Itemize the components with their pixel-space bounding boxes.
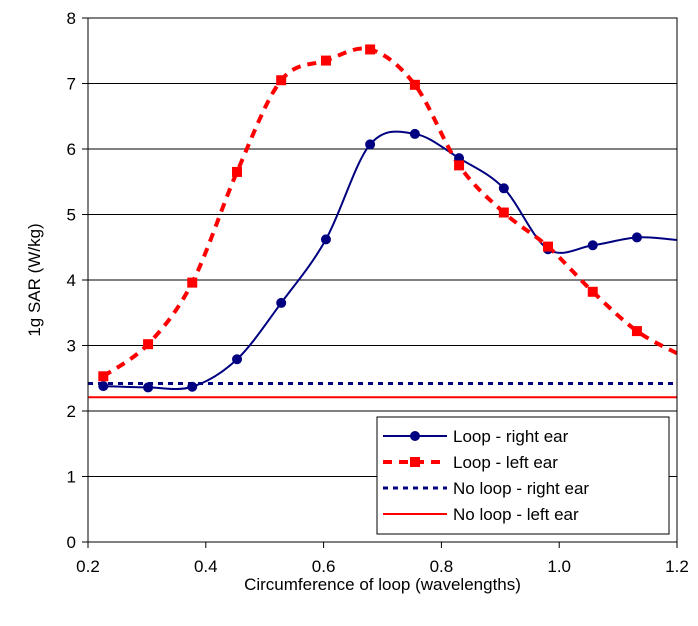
legend-label-0: Loop - right ear xyxy=(453,427,569,446)
legend-label-2: No loop - right ear xyxy=(453,479,589,498)
series-lines xyxy=(88,46,678,399)
data-point-series-1 xyxy=(409,79,420,90)
x-tick-label: 0.2 xyxy=(76,557,100,576)
data-point-series-1 xyxy=(98,371,109,382)
series-line-0 xyxy=(103,130,678,391)
data-point-series-1 xyxy=(587,286,598,297)
data-point-series-1 xyxy=(365,44,376,55)
data-point-series-0 xyxy=(98,381,109,392)
y-tick-label: 0 xyxy=(67,533,76,552)
data-point-series-0 xyxy=(365,139,376,150)
data-point-series-0 xyxy=(187,381,198,392)
data-point-series-1 xyxy=(187,277,198,288)
data-point-series-0 xyxy=(276,297,287,308)
legend: Loop - right ear Loop - left ear No loop -… xyxy=(376,416,670,535)
series-markers xyxy=(98,44,642,393)
legend-marker-1 xyxy=(410,457,420,467)
y-tick-label: 3 xyxy=(67,337,76,356)
data-point-series-1 xyxy=(320,55,331,66)
data-point-series-1 xyxy=(276,75,287,86)
x-axis-title: Circumference of loop (wavelengths) xyxy=(244,575,521,594)
x-tick-label: 1.0 xyxy=(547,557,571,576)
y-tick-label: 1 xyxy=(67,468,76,487)
y-tick-label: 4 xyxy=(67,271,76,290)
x-tick-label: 0.8 xyxy=(430,557,454,576)
data-point-series-1 xyxy=(454,160,465,171)
y-tick-label: 8 xyxy=(67,9,76,28)
data-point-series-0 xyxy=(587,240,598,251)
data-point-series-1 xyxy=(498,207,509,218)
tick-labels: 0 1 2 3 4 5 6 7 8 0.2 0.4 0.6 0.8 1.0 1.2 xyxy=(67,9,689,576)
x-tick-label: 0.4 xyxy=(194,557,218,576)
x-tick-label: 0.6 xyxy=(312,557,336,576)
y-tick-label: 6 xyxy=(67,140,76,159)
legend-label-1: Loop - left ear xyxy=(453,453,558,472)
y-tick-label: 2 xyxy=(67,402,76,421)
data-point-series-0 xyxy=(631,232,642,243)
data-point-series-1 xyxy=(232,166,243,177)
data-point-series-0 xyxy=(143,382,154,393)
legend-marker-0 xyxy=(410,431,420,441)
data-point-series-0 xyxy=(409,128,420,139)
x-tick-label: 1.2 xyxy=(665,557,689,576)
data-point-series-1 xyxy=(543,241,554,252)
y-tick-label: 7 xyxy=(67,75,76,94)
legend-label-3: No loop - left ear xyxy=(453,505,579,524)
series-line-1 xyxy=(102,46,678,378)
gridlines xyxy=(88,83,677,477)
data-point-series-1 xyxy=(631,326,642,337)
y-axis-title: 1g SAR (W/kg) xyxy=(25,223,44,336)
data-point-series-0 xyxy=(232,354,243,365)
data-point-series-0 xyxy=(320,234,331,245)
data-point-series-0 xyxy=(498,183,509,194)
data-point-series-1 xyxy=(143,339,154,350)
y-tick-label: 5 xyxy=(67,206,76,225)
